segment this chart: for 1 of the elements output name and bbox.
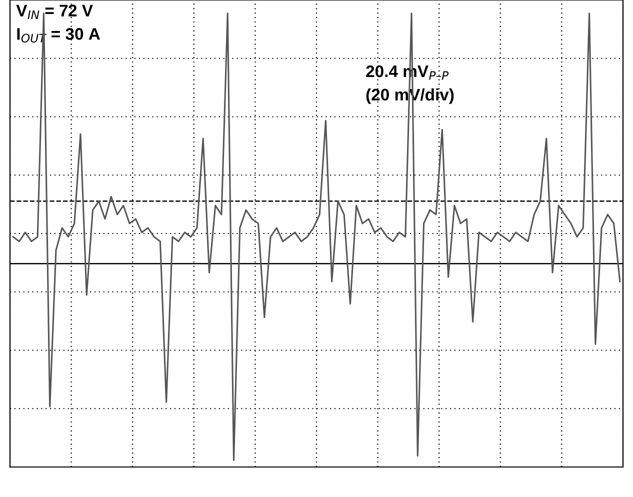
annotation: V$_{IN}$ = 72 V: [16, 4, 93, 20]
